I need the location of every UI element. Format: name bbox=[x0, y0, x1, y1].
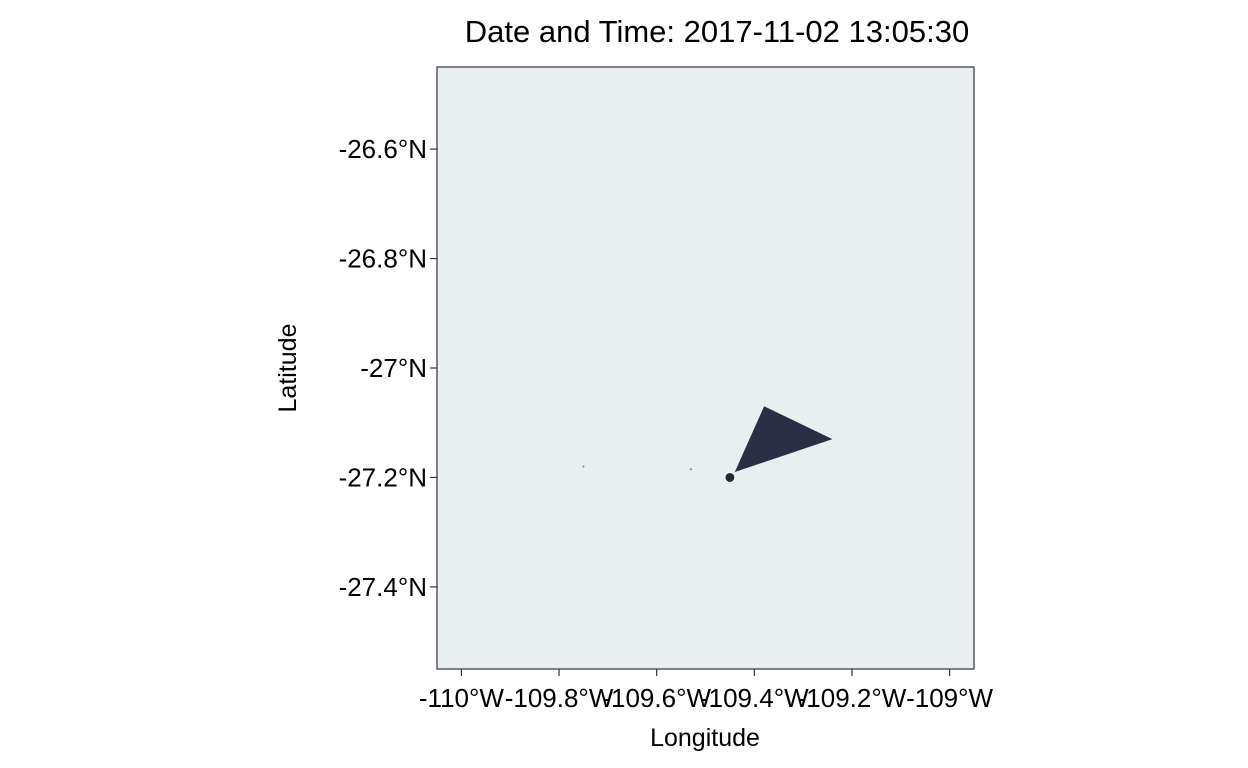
plot-panel bbox=[436, 66, 975, 670]
plot-marks bbox=[582, 406, 833, 483]
x-tick-label: -110°W bbox=[419, 683, 505, 713]
y-axis-title: Latitude bbox=[274, 324, 302, 413]
y-tick-label: -26.8°N bbox=[339, 244, 427, 274]
land-point bbox=[582, 465, 585, 468]
x-tick-label: -109.2°W bbox=[798, 683, 907, 713]
direction-triangle bbox=[734, 406, 833, 472]
chart-title: Date and Time: 2017-11-02 13:05:30 bbox=[465, 14, 969, 49]
position-point bbox=[724, 471, 736, 483]
y-tick-label: -27.2°N bbox=[339, 462, 427, 492]
x-tick-label: -109°W bbox=[906, 683, 993, 713]
x-tick-label: -109.8°W bbox=[505, 683, 614, 713]
x-tick-label: -109.6°W bbox=[602, 683, 711, 713]
x-tick-label: -109.4°W bbox=[700, 683, 809, 713]
y-tick-label: -26.6°N bbox=[339, 134, 427, 164]
y-tick-label: -27.4°N bbox=[339, 572, 427, 602]
x-axis: -110°W -109.8°W-109.6°W-109.4°W-109.2°W -1… bbox=[419, 669, 994, 713]
land-point bbox=[689, 468, 692, 471]
y-axis: -26.6°N -26.8°N -27°N -27.2°N -27.4°N bbox=[339, 134, 437, 602]
x-axis-title: Longitude bbox=[650, 724, 760, 752]
y-tick-label: -27°N bbox=[360, 353, 427, 383]
